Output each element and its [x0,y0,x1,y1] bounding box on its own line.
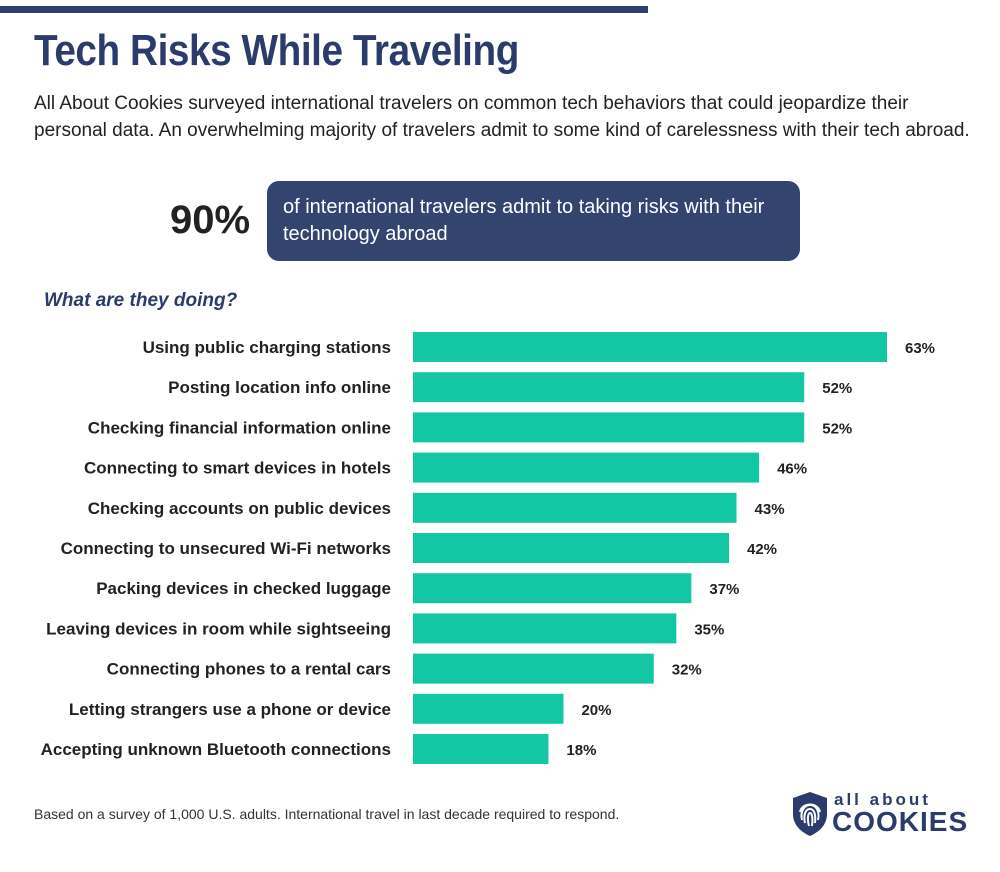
bar [413,573,692,604]
bar [413,452,760,483]
bar [413,734,549,764]
value-label: 52% [822,380,852,397]
chart-title: Tech Risks While Traveling [34,26,519,75]
category-label: Connecting to unsecured Wi-Fi networks [61,539,391,558]
category-label: Letting strangers use a phone or device [69,700,391,719]
bar [413,653,654,684]
stat-value: 90% [170,198,251,242]
bar [413,533,729,563]
category-label: Accepting unknown Bluetooth connections [41,740,391,759]
value-label: 18% [566,742,596,759]
category-label: Leaving devices in room while sightseein… [46,619,391,638]
logo-text-bottom: COOKIES [832,806,969,837]
bar-chart: Using public charging stations 63% Posting… [41,332,935,764]
value-label: 35% [694,621,724,638]
brand-logo: all about COOKIES [790,790,967,840]
category-label: Checking accounts on public devices [88,499,391,518]
value-label: 20% [581,702,611,719]
category-label: Posting location info online [168,378,391,397]
value-label: 46% [777,461,807,478]
value-label: 42% [747,541,777,558]
category-label: Checking financial information online [88,418,391,437]
stat-text: of international travelers admit to taki… [283,196,765,245]
bar [413,492,737,523]
value-label: 32% [672,662,702,679]
value-label: 43% [755,501,785,518]
bar [413,412,805,443]
category-label: Using public charging stations [143,338,391,357]
bar [413,693,564,724]
fingerprint-shield-icon [793,792,827,836]
category-label: Connecting to smart devices in hotels [84,459,391,478]
top-rule [0,6,648,13]
stat-callout: of international travelers admit to taki… [267,181,800,261]
section-question: What are they doing? [44,290,238,311]
value-label: 52% [822,420,852,437]
bar [413,372,805,403]
footnote: Based on a survey of 1,000 U.S. adults. … [34,806,620,822]
bar [413,613,677,644]
bar [413,332,887,362]
category-label: Packing devices in checked luggage [96,579,391,598]
chart-subtitle: All About Cookies surveyed international… [34,93,970,141]
logo-text-top: all about [834,790,931,809]
value-label: 63% [905,340,935,357]
category-label: Connecting phones to a rental cars [107,660,391,679]
value-label: 37% [709,581,739,598]
